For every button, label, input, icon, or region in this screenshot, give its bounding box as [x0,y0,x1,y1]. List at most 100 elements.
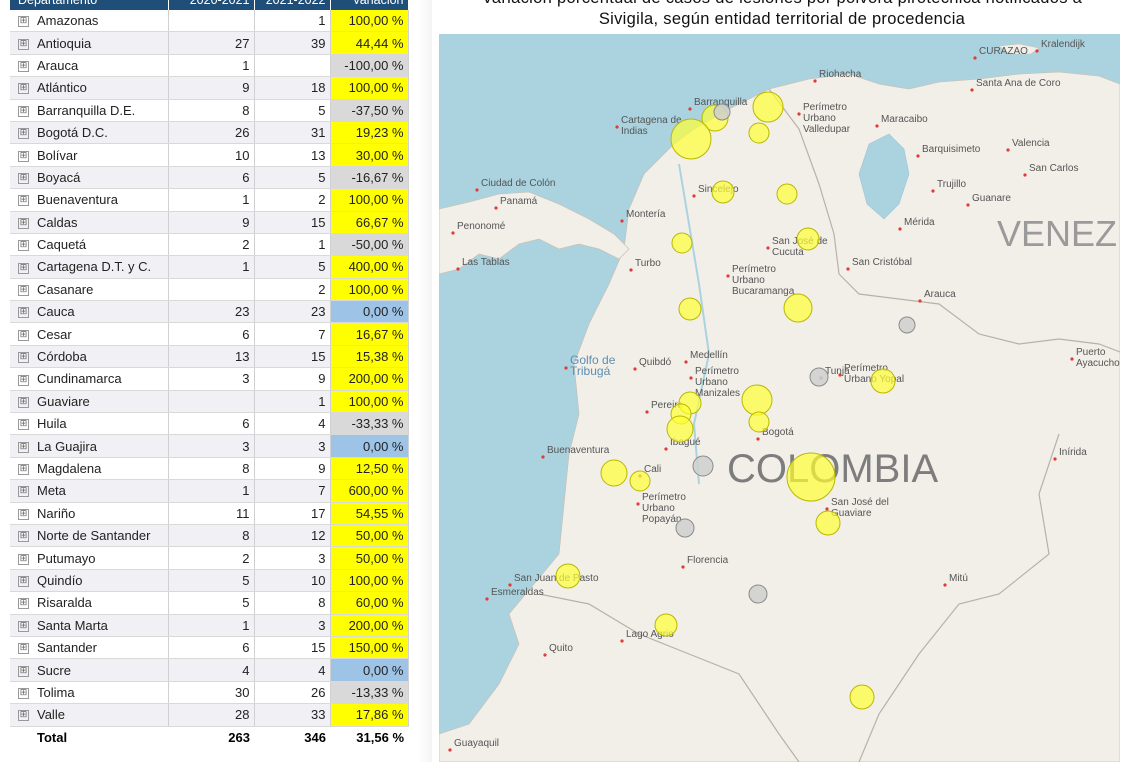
table-row[interactable]: ⊞ La Guajira 3 3 0,00 % [10,434,409,458]
expand-icon[interactable]: ⊞ [18,307,29,319]
bubble-increase[interactable] [711,180,735,204]
department-name-cell[interactable]: ⊞ Antioquia [10,31,169,55]
expand-icon[interactable]: ⊞ [18,687,29,699]
expand-icon[interactable]: ⊞ [18,710,29,722]
bubble-increase[interactable] [786,452,836,502]
table-row[interactable]: ⊞ Norte de Santander 8 12 50,00 % [10,524,409,548]
department-name-cell[interactable]: ⊞ Cauca [10,300,169,324]
expand-icon[interactable]: ⊞ [18,598,29,610]
department-name-cell[interactable]: ⊞ Arauca [10,54,169,78]
department-name-cell[interactable]: ⊞ La Guajira [10,434,169,458]
table-row[interactable]: ⊞ Risaralda 5 8 60,00 % [10,591,409,615]
department-name-cell[interactable]: ⊞ Amazonas [10,10,169,33]
bubble-increase[interactable] [666,415,694,443]
bubble-increase[interactable] [783,293,813,323]
table-row[interactable]: ⊞ Santa Marta 1 3 200,00 % [10,614,409,637]
expand-icon[interactable]: ⊞ [18,531,29,543]
expand-icon[interactable]: ⊞ [18,665,29,677]
department-name-cell[interactable]: ⊞ Santander [10,636,169,660]
expand-icon[interactable]: ⊞ [18,620,29,632]
department-name-cell[interactable]: ⊞ Santa Marta [10,614,169,637]
table-row[interactable]: ⊞ Quindío 5 10 100,00 % [10,569,409,593]
expand-icon[interactable]: ⊞ [18,128,29,140]
expand-icon[interactable]: ⊞ [18,172,29,184]
department-name-cell[interactable]: ⊞ Magdalena [10,457,169,481]
bubble-decrease[interactable] [748,584,768,604]
expand-icon[interactable]: ⊞ [18,419,29,431]
department-name-cell[interactable]: ⊞ Tolima [10,681,169,705]
department-name-cell[interactable]: ⊞ Caldas [10,211,169,234]
bubble-increase[interactable] [748,411,770,433]
bubble-decrease[interactable] [713,103,731,121]
expand-icon[interactable]: ⊞ [18,217,29,229]
department-name-cell[interactable]: ⊞ Caquetá [10,233,169,257]
department-name-cell[interactable]: ⊞ Sucre [10,658,169,682]
bubble-increase[interactable] [796,227,820,251]
bubble-increase[interactable] [741,384,773,416]
expand-icon[interactable]: ⊞ [18,553,29,565]
expand-icon[interactable]: ⊞ [18,441,29,453]
department-name-cell[interactable]: ⊞ Córdoba [10,345,169,369]
header-2020-2021[interactable]: 2020-2021 [168,0,255,10]
expand-icon[interactable]: ⊞ [18,374,29,386]
department-name-cell[interactable]: ⊞ Norte de Santander [10,524,169,548]
expand-icon[interactable]: ⊞ [18,38,29,50]
department-name-cell[interactable]: ⊞ Boyacá [10,166,169,190]
table-row[interactable]: ⊞ Putumayo 2 3 50,00 % [10,546,409,570]
department-name-cell[interactable]: ⊞ Cundinamarca [10,367,169,391]
department-name-cell[interactable]: ⊞ Bogotá D.C. [10,121,169,145]
bubble-decrease[interactable] [675,518,695,538]
expand-icon[interactable]: ⊞ [18,83,29,95]
bubble-decrease[interactable] [898,316,916,334]
expand-icon[interactable]: ⊞ [18,352,29,364]
table-row[interactable]: ⊞ Casanare 2 100,00 % [10,278,409,302]
expand-icon[interactable]: ⊞ [18,195,29,207]
expand-icon[interactable]: ⊞ [18,576,29,588]
table-row[interactable]: ⊞ Atlántico 9 18 100,00 % [10,76,409,100]
expand-icon[interactable]: ⊞ [18,105,29,117]
table-row[interactable]: ⊞ Bogotá D.C. 26 31 19,23 % [10,121,409,145]
bubble-increase[interactable] [748,122,770,144]
bubble-increase[interactable] [870,368,896,394]
bubble-increase[interactable] [671,232,693,254]
department-name-cell[interactable]: ⊞ Risaralda [10,591,169,615]
department-name-cell[interactable]: ⊞ Cesar [10,322,169,346]
header-departamento[interactable]: Departamento [10,0,169,10]
bubble-increase[interactable] [752,91,784,123]
bubble-decrease[interactable] [692,455,714,477]
table-row[interactable]: ⊞ Huila 6 4 -33,33 % [10,412,409,436]
bubble-map[interactable]: Kralendijk CURAZAO Riohacha Santa Ana de Co… [439,34,1120,762]
header-variacion[interactable]: Variación [330,0,409,10]
table-row[interactable]: ⊞ Guaviare 1 100,00 % [10,390,409,414]
table-row[interactable]: ⊞ Meta 1 7 600,00 % [10,479,409,503]
table-row[interactable]: ⊞ Bolívar 10 13 30,00 % [10,143,409,167]
table-row[interactable]: ⊞ Amazonas 1 100,00 % [10,10,409,33]
table-row[interactable]: ⊞ Antioquia 27 39 44,44 % [10,31,409,55]
department-name-cell[interactable]: ⊞ Cartagena D.T. y C. [10,255,169,279]
department-name-cell[interactable]: ⊞ Meta [10,479,169,503]
table-row[interactable]: ⊞ Caquetá 2 1 -50,00 % [10,233,409,257]
expand-icon[interactable]: ⊞ [18,508,29,520]
bubble-increase[interactable] [849,684,875,710]
department-name-cell[interactable]: ⊞ Quindío [10,569,169,593]
expand-icon[interactable]: ⊞ [18,486,29,498]
expand-icon[interactable]: ⊞ [18,61,29,73]
table-row[interactable]: ⊞ Sucre 4 4 0,00 % [10,658,409,682]
table-row[interactable]: ⊞ Magdalena 8 9 12,50 % [10,457,409,481]
expand-icon[interactable]: ⊞ [18,16,29,28]
department-name-cell[interactable]: ⊞ Bolívar [10,143,169,167]
department-name-cell[interactable]: ⊞ Putumayo [10,546,169,570]
bubble-increase[interactable] [555,563,581,589]
header-2021-2022[interactable]: 2021-2022 [254,0,331,10]
expand-icon[interactable]: ⊞ [18,643,29,655]
table-row[interactable]: ⊞ Cauca 23 23 0,00 % [10,300,409,324]
department-name-cell[interactable]: ⊞ Valle [10,703,169,727]
expand-icon[interactable]: ⊞ [18,262,29,274]
table-row[interactable]: ⊞ Buenaventura 1 2 100,00 % [10,188,409,212]
table-row[interactable]: ⊞ Nariño 11 17 54,55 % [10,502,409,525]
bubble-increase[interactable] [629,470,651,492]
expand-icon[interactable]: ⊞ [18,150,29,162]
bubble-decrease[interactable] [809,367,829,387]
expand-icon[interactable]: ⊞ [18,240,29,252]
department-name-cell[interactable]: ⊞ Huila [10,412,169,436]
